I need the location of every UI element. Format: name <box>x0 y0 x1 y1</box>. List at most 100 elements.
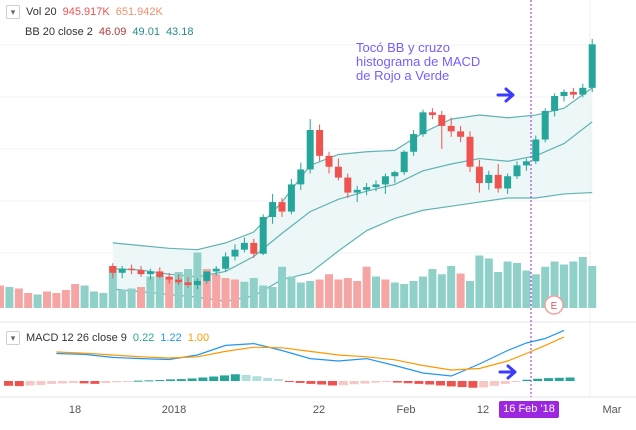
annotation-line: histograma de MACD <box>356 54 481 69</box>
macd-line-value: 1.22 <box>160 331 182 344</box>
macd-histogram-bar <box>284 381 294 382</box>
annotation-text: Tocó BB y cruzo histograma de MACD de Ro… <box>356 41 480 83</box>
candle-body <box>569 91 577 95</box>
macd-histogram-bar <box>511 381 521 382</box>
bb-lower-line <box>112 191 593 302</box>
volume-bar <box>155 274 164 308</box>
candle-body <box>184 282 192 286</box>
candle-body <box>278 202 286 212</box>
volume-bar <box>343 278 352 308</box>
macd-histogram <box>4 374 575 388</box>
macd-histogram-bar <box>360 381 370 384</box>
volume-bar <box>249 278 258 308</box>
candle-body <box>475 166 483 184</box>
volume-bar <box>174 272 183 308</box>
candle-body <box>551 96 559 111</box>
volume-bar <box>381 279 390 308</box>
x-tick-label: 22 <box>313 404 325 416</box>
volume-bar <box>315 279 324 308</box>
volume-bar <box>0 285 4 308</box>
macd-histogram-bar <box>209 376 219 381</box>
collapse-icon[interactable]: ▾ <box>6 331 20 345</box>
volume-bar <box>287 276 296 308</box>
candle-body <box>250 242 258 254</box>
candle-body <box>466 136 474 167</box>
candle-body <box>428 112 436 116</box>
bb-upper-value: 49.01 <box>132 26 160 38</box>
candle-body <box>287 184 295 212</box>
volume-bar <box>531 274 540 308</box>
candle-body <box>344 177 352 193</box>
macd-histogram-bar <box>349 381 359 385</box>
volume-bar <box>541 266 550 308</box>
macd-histogram-bar <box>446 381 456 387</box>
macd-line <box>56 329 565 377</box>
candle-body <box>447 125 455 132</box>
candle-body <box>419 112 427 135</box>
candle-body <box>438 115 446 126</box>
bb-legend: BB 20 close 2 46.09 49.01 43.18 <box>25 26 199 38</box>
volume-bar <box>24 293 33 308</box>
candle-body <box>541 110 549 140</box>
collapse-icon[interactable]: ▾ <box>6 5 20 19</box>
bb-basis-value: 46.09 <box>98 26 127 38</box>
volume-bar <box>550 261 559 308</box>
candle-body <box>363 187 371 190</box>
x-tick-label: 2018 <box>162 404 186 416</box>
macd-histogram-bar <box>457 381 467 388</box>
arrow-icon <box>504 87 515 103</box>
candle-body <box>410 134 418 152</box>
volume-bar <box>334 279 343 308</box>
macd-histogram-bar <box>112 381 121 383</box>
volume-bar <box>184 269 192 308</box>
volume-bar <box>513 263 521 308</box>
macd-histogram-bar <box>468 381 478 388</box>
macd-histogram-bar <box>317 381 327 385</box>
macd-histogram-bar <box>4 381 13 386</box>
macd-signal-value: 1.00 <box>187 331 210 344</box>
candle-body <box>165 276 173 280</box>
candle-body <box>522 161 530 166</box>
macd-histogram-bar <box>328 381 337 386</box>
candle-body <box>306 130 314 170</box>
volume-bar <box>372 276 380 308</box>
macd-histogram-bar <box>263 377 273 381</box>
macd-histogram-bar <box>79 381 89 384</box>
candle-body <box>240 242 248 250</box>
candle-body <box>391 172 399 177</box>
candle-body <box>588 44 596 88</box>
macd-name: MACD 12 26 close 9 <box>26 331 127 344</box>
macd-histogram-bar <box>274 379 283 381</box>
bb-basis-line <box>112 121 593 278</box>
macd-histogram-bar <box>392 381 402 383</box>
macd-histogram-bar <box>58 381 67 384</box>
volume-bar <box>14 288 23 308</box>
volume-bar <box>118 290 127 308</box>
macd-histogram-bar <box>382 381 391 382</box>
volume-bar <box>390 282 399 308</box>
macd-histogram-bar <box>25 381 35 386</box>
macd-histogram-bar <box>198 377 208 381</box>
bb-lower-value: 43.18 <box>165 26 194 38</box>
macd-histogram-bar <box>166 379 175 381</box>
volume-bar <box>43 291 51 308</box>
macd-histogram-bar <box>122 381 132 382</box>
volume-bar <box>259 285 268 308</box>
candle-body <box>381 176 389 185</box>
macd-histogram-bar <box>101 381 111 383</box>
candle-body <box>457 131 465 137</box>
volume-bar <box>52 293 61 308</box>
arrow-icon <box>506 364 517 380</box>
macd-histogram-bar <box>533 378 543 381</box>
macd-histogram-bar <box>544 378 553 381</box>
candle-body <box>297 169 305 185</box>
candle-body <box>334 166 342 178</box>
candle-body <box>400 151 408 173</box>
candle-body <box>560 91 568 96</box>
bb-name: BB 20 close 2 <box>25 26 93 38</box>
volume-bar <box>306 281 315 308</box>
macd-histogram-bar <box>36 381 46 385</box>
volume-bar <box>71 284 80 308</box>
